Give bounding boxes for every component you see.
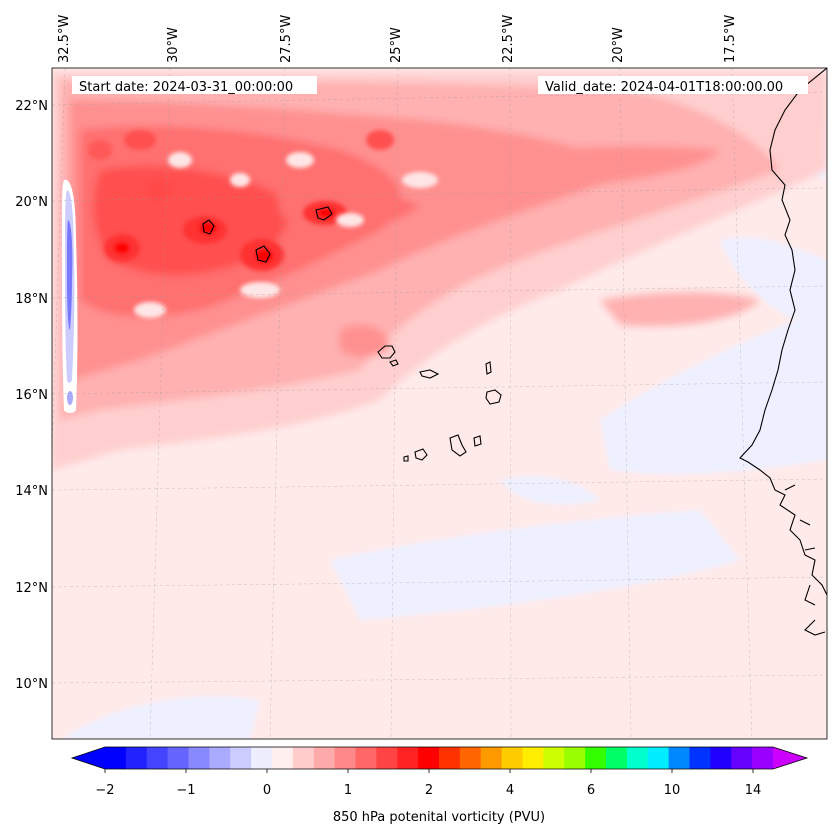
colorbar-segment (230, 747, 252, 769)
lat-label-16n: 16°N (15, 388, 48, 403)
colorbar-segment (397, 747, 419, 769)
start-date-text: Start date: 2024-03-31_00:00:00 (79, 80, 293, 95)
colorbar (70, 746, 809, 773)
colorbar-segment (272, 747, 294, 769)
map-panel (52, 68, 827, 739)
pv-contour-2 (255, 245, 271, 263)
island-sao-nicolau (419, 369, 440, 379)
latitude-labels: 22°N 20°N 18°N 16°N 14°N 12°N 10°N (15, 99, 48, 692)
colorbar-segment (689, 747, 711, 769)
valid-date-box (538, 76, 808, 94)
island-brava (403, 455, 409, 462)
colorbar-segment (355, 747, 377, 769)
cbar-tick-0: 0 (263, 783, 271, 798)
african-coast (739, 68, 827, 596)
lat-label-10n: 10°N (15, 677, 48, 692)
colorbar-segment (543, 747, 565, 769)
colorbar-label: 850 hPa potenital vorticity (PVU) (333, 810, 545, 825)
island-sao-vicente (389, 359, 399, 367)
colorbar-segment (251, 747, 273, 769)
low-pv-pockets (134, 152, 438, 318)
cbar-tick-m1: −1 (176, 783, 195, 798)
cbar-tick-4: 4 (506, 783, 514, 798)
colorbar-ticks: −2 −1 0 1 2 4 6 10 14 (95, 783, 761, 798)
pv-contour-1 (202, 219, 215, 235)
lat-label-14n: 14°N (15, 484, 48, 499)
colorbar-segment (418, 747, 440, 769)
island-santo-antao (377, 345, 396, 359)
positive-pv-band (52, 72, 827, 470)
colorbar-segment (731, 747, 753, 769)
colorbar-segment (606, 747, 628, 769)
colorbar-segment (710, 747, 732, 769)
lon-label-32-5w: 32.5°W (57, 15, 72, 63)
colorbar-segment (585, 747, 607, 769)
lon-label-30w: 30°W (166, 27, 181, 63)
cbar-tick-6: 6 (587, 783, 595, 798)
colorbar-segment (146, 747, 169, 769)
lon-label-17-5w: 17.5°W (723, 15, 738, 63)
colorbar-segment (480, 747, 503, 769)
colorbar-segment (313, 747, 336, 769)
lat-label-18n: 18°N (15, 292, 48, 307)
island-sal (485, 361, 492, 375)
cbar-tick-2: 2 (425, 783, 433, 798)
colorbar-segment (459, 747, 482, 769)
map-frame (51, 67, 828, 740)
colorbar-segment (439, 747, 461, 769)
cbar-tick-m2: −2 (95, 783, 114, 798)
island-fogo (414, 448, 428, 461)
island-boa-vista (485, 389, 502, 405)
cbar-tick-1: 1 (344, 783, 352, 798)
lat-label-12n: 12°N (15, 581, 48, 596)
island-maio (473, 435, 482, 447)
coastlines (202, 68, 827, 636)
colorbar-over-triangle (773, 747, 807, 769)
lon-label-20w: 20°W (611, 27, 626, 63)
colorbar-segment (334, 747, 356, 769)
colorbar-segment (564, 747, 586, 769)
lat-label-20n: 20°N (15, 195, 48, 210)
longitude-labels: 32.5°W 30°W 27.5°W 25°W 22.5°W 20°W 17.5… (57, 15, 738, 63)
cbar-tick-10: 10 (664, 783, 681, 798)
pv-maxima (88, 130, 394, 271)
colorbar-segment (105, 747, 127, 769)
pv-contour-3 (315, 206, 333, 221)
colorbar-segment (501, 747, 523, 769)
lon-label-25w: 25°W (389, 27, 404, 63)
colorbar-segment (125, 747, 148, 769)
colorbar-segment (522, 747, 544, 769)
colorbar-segment (647, 747, 670, 769)
cbar-tick-14: 14 (745, 783, 762, 798)
colorbar-segment (292, 747, 315, 769)
lon-label-27-5w: 27.5°W (279, 15, 294, 63)
colorbar-segment (209, 747, 231, 769)
west-african-estuaries (784, 484, 826, 636)
island-santiago (449, 434, 467, 457)
colorbar-segment (167, 747, 189, 769)
colorbar-segment (188, 747, 210, 769)
colorbar-under-triangle (72, 747, 105, 769)
valid-date-text: Valid_date: 2024-04-01T18:00:00.00 (545, 80, 783, 95)
colorbar-segment (668, 747, 690, 769)
lat-label-22n: 22°N (15, 99, 48, 114)
start-date-box (72, 76, 317, 94)
negative-pv-streak (62, 179, 78, 413)
colorbar-segment (626, 747, 649, 769)
lon-label-22-5w: 22.5°W (501, 15, 516, 63)
colorbar-segment (376, 747, 398, 769)
colorbar-segment (752, 747, 774, 769)
